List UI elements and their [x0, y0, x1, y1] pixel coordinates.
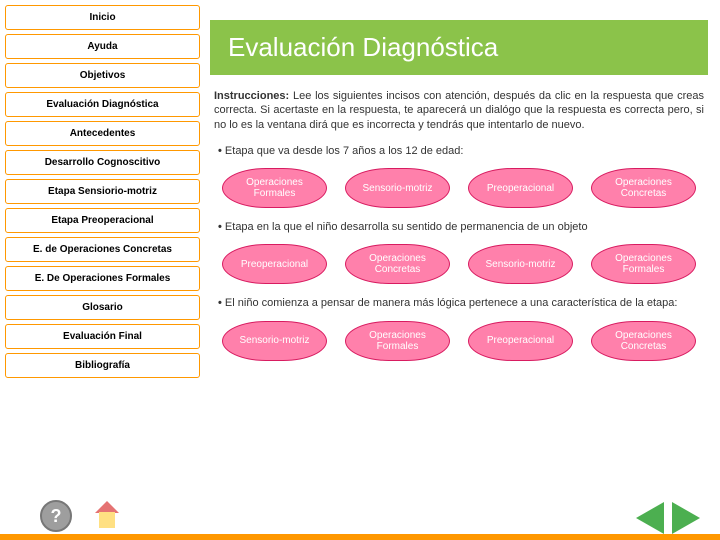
- question-2-text: Etapa en la que el niño desarrolla su se…: [214, 220, 704, 234]
- question-3: El niño comienza a pensar de manera más …: [214, 296, 704, 360]
- q1-option-2[interactable]: Sensorio-motriz: [345, 168, 450, 208]
- nav-antecedentes[interactable]: Antecedentes: [5, 121, 200, 146]
- nav-objetivos[interactable]: Objetivos: [5, 63, 200, 88]
- nav-ayuda[interactable]: Ayuda: [5, 34, 200, 59]
- q2-option-3[interactable]: Sensorio-motriz: [468, 244, 573, 284]
- q1-option-3[interactable]: Preoperacional: [468, 168, 573, 208]
- nav-operaciones-formales[interactable]: E. De Operaciones Formales: [5, 266, 200, 291]
- prev-arrow-icon[interactable]: [636, 502, 664, 534]
- footer-accent: [0, 534, 720, 540]
- q3-option-3[interactable]: Preoperacional: [468, 321, 573, 361]
- main-content: Evaluación Diagnóstica Instrucciones: Le…: [205, 0, 720, 475]
- nav-inicio[interactable]: Inicio: [5, 5, 200, 30]
- question-1-text: Etapa que va desde los 7 años a los 12 d…: [214, 144, 704, 158]
- nav-glosario[interactable]: Glosario: [5, 295, 200, 320]
- nav-bibliografia[interactable]: Bibliografía: [5, 353, 200, 378]
- nav-etapa-sensorio-motriz[interactable]: Etapa Sensiorio-motriz: [5, 179, 200, 204]
- nav-evaluacion-diagnostica[interactable]: Evaluación Diagnóstica: [5, 92, 200, 117]
- question-1: Etapa que va desde los 7 años a los 12 d…: [214, 144, 704, 208]
- question-3-text: El niño comienza a pensar de manera más …: [214, 296, 704, 310]
- nav-etapa-preoperacional[interactable]: Etapa Preoperacional: [5, 208, 200, 233]
- q3-option-1[interactable]: Sensorio-motriz: [222, 321, 327, 361]
- instructions: Instrucciones: Lee los siguientes inciso…: [214, 89, 704, 132]
- sidebar: Inicio Ayuda Objetivos Evaluación Diagnó…: [0, 0, 205, 475]
- q3-option-4[interactable]: Operaciones Concretas: [591, 321, 696, 361]
- instructions-label: Instrucciones:: [214, 90, 289, 102]
- q1-option-1[interactable]: Operaciones Formales: [222, 168, 327, 208]
- next-arrow-icon[interactable]: [672, 502, 700, 534]
- nav-arrows: [636, 502, 700, 534]
- question-2: Etapa en la que el niño desarrolla su se…: [214, 220, 704, 284]
- q2-option-4[interactable]: Operaciones Formales: [591, 244, 696, 284]
- page-title: Evaluación Diagnóstica: [210, 20, 708, 75]
- q3-option-2[interactable]: Operaciones Formales: [345, 321, 450, 361]
- nav-evaluacion-final[interactable]: Evaluación Final: [5, 324, 200, 349]
- q2-option-2[interactable]: Operaciones Concretas: [345, 244, 450, 284]
- q2-option-1[interactable]: Preoperacional: [222, 244, 327, 284]
- home-icon[interactable]: [92, 501, 122, 531]
- nav-desarrollo-cognoscitivo[interactable]: Desarrollo Cognoscitivo: [5, 150, 200, 175]
- q1-option-4[interactable]: Operaciones Concretas: [591, 168, 696, 208]
- help-icon[interactable]: ?: [40, 500, 72, 532]
- nav-operaciones-concretas[interactable]: E. de Operaciones Concretas: [5, 237, 200, 262]
- footer-icons: ?: [40, 500, 122, 532]
